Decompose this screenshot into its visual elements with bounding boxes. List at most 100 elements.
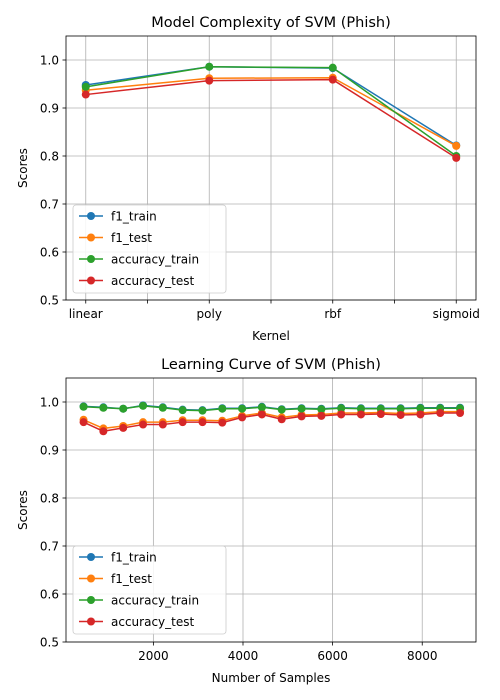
data-point xyxy=(257,410,266,419)
y-tick-label: 0.9 xyxy=(40,102,59,116)
x-axis-label: Number of Samples xyxy=(212,671,331,685)
data-point xyxy=(178,418,187,427)
data-point xyxy=(277,405,286,414)
y-tick-label: 0.6 xyxy=(40,246,59,260)
legend-box xyxy=(72,545,227,635)
data-point xyxy=(198,418,207,427)
plot-frame xyxy=(65,377,477,643)
y-axis-ticks: 0.5 0.6 0.7 0.8 0.9 1.0 xyxy=(40,396,66,650)
legend-item: accuracy_test xyxy=(79,274,194,288)
legend-item: f1_test xyxy=(79,572,152,586)
y-axis-ticks: 0.5 0.6 0.7 0.8 0.9 1.0 xyxy=(40,54,66,308)
y-tick-label: 0.8 xyxy=(40,492,59,506)
legend-item: f1_train xyxy=(79,551,157,565)
series-accuracy-test xyxy=(81,75,461,162)
data-point xyxy=(205,62,214,71)
y-tick-label: 0.6 xyxy=(40,588,59,602)
data-point xyxy=(218,418,227,427)
chart-title: Model Complexity of SVM (Phish) xyxy=(151,15,391,31)
data-point xyxy=(452,141,461,150)
y-tick-label: 0.7 xyxy=(40,198,59,212)
data-point xyxy=(337,410,346,419)
legend-label: f1_test xyxy=(111,231,152,245)
legend-label: accuracy_test xyxy=(111,274,194,288)
legend-swatch-marker xyxy=(87,574,95,583)
y-tick-label: 1.0 xyxy=(40,396,59,410)
legend-swatch-marker xyxy=(87,212,95,220)
data-point xyxy=(257,403,266,412)
y-axis-label: Scores xyxy=(16,148,30,188)
legend-label: f1_test xyxy=(111,572,152,586)
legend-label: f1_train xyxy=(111,551,157,565)
data-point xyxy=(337,404,346,413)
data-point xyxy=(158,420,167,429)
data-point xyxy=(198,406,207,415)
data-point xyxy=(81,90,90,99)
data-point xyxy=(317,405,326,414)
series-accuracy-train xyxy=(79,401,465,415)
data-point xyxy=(81,82,90,91)
data-point xyxy=(218,404,227,413)
data-point xyxy=(416,404,425,413)
x-axis-ticks: linear poly rbf sigmoid xyxy=(69,300,480,321)
data-point xyxy=(139,420,148,429)
y-tick-label: 0.5 xyxy=(40,636,59,650)
x-tick-label: 6000 xyxy=(317,649,348,663)
x-axis-ticks: 2000 4000 6000 8000 xyxy=(138,642,438,663)
data-point xyxy=(297,404,306,413)
y-tick-label: 0.7 xyxy=(40,540,59,554)
data-point xyxy=(178,406,187,415)
legend-swatch-marker xyxy=(87,255,95,263)
legend: f1_train f1_test accuracy_train accuracy_te… xyxy=(72,204,227,294)
legend: f1_train f1_test accuracy_train accuracy_te… xyxy=(72,545,227,635)
data-point xyxy=(456,409,465,418)
model-complexity-chart: linear poly rbf sigmoid 0.50.60.70.80.91.0 … xyxy=(16,15,480,343)
data-point xyxy=(119,404,128,413)
legend-item: accuracy_train xyxy=(79,253,199,267)
legend-item: f1_test xyxy=(79,231,152,245)
x-tick-label: 8000 xyxy=(407,649,438,663)
y-tick-label: 0.9 xyxy=(40,444,59,458)
data-point xyxy=(139,401,148,410)
data-point xyxy=(238,413,247,422)
legend-label: accuracy_train xyxy=(111,594,199,608)
legend-item: accuracy_test xyxy=(79,615,194,629)
legend-swatch-marker xyxy=(87,553,95,561)
data-point xyxy=(99,403,108,412)
data-point xyxy=(238,404,247,413)
x-tick-label: rbf xyxy=(324,307,342,321)
learning-curve-chart: 2000 4000 6000 8000 0.5 0.6 0.7 0.8 0.9 1.0 Lear… xyxy=(16,357,477,685)
data-point xyxy=(356,410,365,419)
legend-swatch-marker xyxy=(87,596,95,604)
data-point xyxy=(436,409,445,418)
data-point xyxy=(396,410,405,419)
data-point xyxy=(205,76,214,85)
legend-item: f1_train xyxy=(79,210,157,224)
data-point xyxy=(79,402,88,411)
legend-label: accuracy_train xyxy=(111,253,199,267)
data-point xyxy=(396,404,405,413)
x-tick-label: 2000 xyxy=(138,649,169,663)
data-point xyxy=(99,427,108,436)
y-tick-label: 0.8 xyxy=(40,150,59,164)
data-point xyxy=(158,403,167,412)
y-tick-label: 1.0 xyxy=(40,54,59,68)
data-point xyxy=(356,404,365,413)
x-tick-label: sigmoid xyxy=(433,307,480,321)
data-point xyxy=(328,63,337,72)
series-accuracy-test xyxy=(79,409,465,436)
legend-label: f1_train xyxy=(111,210,157,224)
series-line xyxy=(85,65,457,157)
series-line xyxy=(85,78,457,159)
legend-box xyxy=(72,204,227,294)
data-point xyxy=(317,411,326,420)
x-tick-label: linear xyxy=(69,307,103,321)
series-lines xyxy=(81,62,461,162)
legend-item: accuracy_train xyxy=(79,594,199,608)
data-point xyxy=(416,410,425,419)
x-tick-label: poly xyxy=(197,307,222,321)
data-point xyxy=(328,75,337,84)
x-tick-label: 4000 xyxy=(228,649,259,663)
x-axis-label: Kernel xyxy=(252,329,290,343)
